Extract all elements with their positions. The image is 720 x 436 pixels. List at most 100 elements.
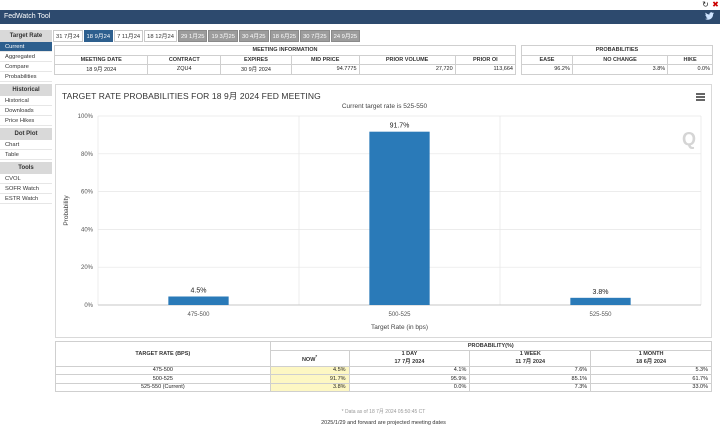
one-week-cell: 85.1% — [469, 374, 592, 384]
tab-meeting-date[interactable]: 18 6月25 — [269, 30, 300, 42]
bar-data-label: 4.5% — [191, 287, 207, 294]
y-tick-label: 60% — [81, 190, 94, 196]
one-week-label: 1 WEEK — [519, 351, 541, 357]
table-row: 475-500 4.5% 4.1% 7.6% 5.3% — [55, 365, 712, 375]
column-header: MID PRICE — [290, 54, 360, 65]
sidebar-item-compare[interactable]: Compare — [0, 62, 52, 72]
y-tick-label: 80% — [81, 152, 94, 158]
sidebar-item-historical[interactable]: Historical — [0, 96, 52, 106]
probability-history-table: TARGET RATE (BPS) PROBABILITY(%) NOW* 1 … — [55, 341, 713, 392]
one-day-cell: 95.9% — [348, 374, 471, 384]
chart-subtitle: Current target rate is 525-550 — [341, 103, 428, 110]
one-month-date: 18 6月 2024 — [636, 359, 667, 365]
close-icon[interactable]: ✖ — [712, 0, 719, 9]
meeting-date-tabs: 31 7月24 18 9月24 7 11月24 18 12月24 29 1月25… — [53, 30, 361, 43]
hamburger-menu-icon[interactable] — [696, 93, 705, 101]
tab-meeting-date[interactable]: 18 9月24 — [83, 30, 114, 42]
top-strip: ↻ ✖ — [0, 0, 720, 10]
sidebar-heading-target-rate: Target Rate — [0, 30, 52, 42]
hike-value: 0.0% — [667, 64, 713, 75]
column-header: PRIOR OI — [454, 54, 517, 65]
tab-meeting-date[interactable]: 31 7月24 — [53, 30, 83, 42]
one-month-label: 1 MONTH — [638, 351, 664, 357]
sidebar-item-aggregated[interactable]: Aggregated — [0, 52, 52, 62]
now-cell: 91.7% — [269, 374, 350, 384]
probabilities-header: PROBABILITIES — [521, 45, 713, 56]
chart-panel: TARGET RATE PROBABILITIES FOR 18 9月 2024… — [55, 84, 712, 338]
sidebar-item-table[interactable]: Table — [0, 150, 52, 160]
chart-title: TARGET RATE PROBABILITIES FOR 18 9月 2024… — [62, 91, 321, 101]
bar-525-550 — [570, 297, 631, 305]
app-title: FedWatch Tool — [4, 13, 51, 20]
column-header: MEETING DATE — [53, 54, 149, 65]
column-header: HIKE — [667, 54, 713, 65]
tab-meeting-date[interactable]: 30 7月25 — [300, 30, 330, 42]
probabilities-table: PROBABILITIES EASE NO CHANGE HIKE 96.2% … — [521, 45, 713, 75]
column-header: CONTRACT — [147, 54, 222, 65]
bar-500-525 — [369, 131, 430, 305]
sidebar-item-sofr-watch[interactable]: SOFR Watch — [0, 184, 52, 194]
meeting-information-header: MEETING INFORMATION — [54, 45, 516, 56]
tab-meeting-date[interactable]: 24 9月25 — [330, 30, 361, 42]
sidebar-heading-tools: Tools — [0, 162, 52, 174]
sidebar-item-downloads[interactable]: Downloads — [0, 106, 52, 116]
now-label: NOW — [301, 356, 316, 363]
one-day-header: 1 DAY 17 7月 2024 — [348, 349, 471, 367]
y-tick-label: 0% — [84, 303, 93, 309]
bar-data-label: 3.8% — [593, 289, 609, 296]
projected-dates-footnote: 2025/1/29 and forward are projected meet… — [321, 420, 446, 426]
bar-data-label: 91.7% — [390, 123, 410, 130]
now-cell: 4.5% — [269, 365, 350, 375]
y-tick-label: 20% — [81, 265, 94, 271]
sidebar-item-chart[interactable]: Chart — [0, 140, 52, 150]
y-axis-title: Probability — [63, 195, 70, 226]
column-header: NO CHANGE — [571, 54, 669, 65]
contract-value: ZQU4 — [147, 64, 222, 75]
no-change-value: 3.8% — [571, 64, 669, 75]
sidebar-item-price-hikes[interactable]: Price Hikes — [0, 116, 52, 126]
tab-meeting-date[interactable]: 7 11月24 — [114, 30, 144, 42]
sidebar-item-cvol[interactable]: CVOL — [0, 174, 52, 184]
one-week-date: 11 7月 2024 — [515, 359, 546, 365]
tab-meeting-date[interactable]: 29 1月25 — [177, 30, 208, 42]
x-tick-label: 500-525 — [388, 312, 411, 318]
sidebar-heading-dot-plot: Dot Plot — [0, 128, 52, 140]
column-header: EASE — [521, 54, 573, 65]
probability-header: PROBABILITY(%) — [269, 341, 713, 351]
now-header: NOW* — [269, 349, 350, 367]
sidebar-item-current[interactable]: Current — [0, 42, 52, 52]
y-tick-label: 40% — [81, 227, 94, 233]
x-tick-label: 475-500 — [187, 312, 210, 318]
one-day-cell: 0.0% — [348, 382, 471, 392]
refresh-icon[interactable]: ↻ — [702, 0, 709, 9]
sidebar-item-probabilities[interactable]: Probabilities — [0, 72, 52, 82]
data-timestamp-note: * Data as of 18 7月 2024 05:50:45 CT — [341, 409, 426, 415]
prior-volume-value: 27,720 — [358, 64, 456, 75]
one-month-cell: 33.0% — [590, 382, 712, 392]
sidebar-item-estr-watch[interactable]: ESTR Watch — [0, 194, 52, 204]
one-week-header: 1 WEEK 11 7月 2024 — [469, 349, 592, 367]
table-row: 525-550 (Current) 3.8% 0.0% 7.3% 33.0% — [55, 382, 712, 392]
now-cell: 3.8% — [269, 382, 350, 392]
now-marker: * — [315, 353, 318, 359]
target-rate-cell: 525-550 (Current) — [55, 382, 271, 392]
one-month-cell: 5.3% — [590, 365, 712, 375]
tab-meeting-date[interactable]: 19 3月25 — [208, 30, 238, 42]
twitter-icon[interactable] — [705, 12, 714, 21]
bar-chart: 0% 20% 40% 60% 80% 100% 4.5% 475-500 91.7% 500-52… — [63, 114, 702, 331]
tab-meeting-date[interactable]: 18 12月24 — [144, 30, 177, 42]
column-header: EXPIRES — [220, 54, 292, 65]
prior-oi-value: 113,664 — [454, 64, 517, 75]
q-watermark: Q — [682, 129, 697, 149]
one-day-label: 1 DAY — [401, 351, 418, 357]
meeting-information-table: MEETING INFORMATION MEETING DATE CONTRAC… — [53, 45, 517, 75]
app-title-bar: FedWatch Tool — [0, 10, 720, 24]
target-rate-cell: 500-525 — [55, 374, 271, 384]
bar-475-500 — [168, 296, 229, 305]
mid-price-value: 94.7775 — [290, 64, 360, 75]
tab-meeting-date[interactable]: 30 4月25 — [239, 30, 269, 42]
ease-value: 96.2% — [521, 64, 573, 75]
one-day-date: 17 7月 2024 — [394, 359, 425, 365]
one-week-cell: 7.6% — [469, 365, 592, 375]
x-axis-title: Target Rate (in bps) — [371, 324, 428, 331]
